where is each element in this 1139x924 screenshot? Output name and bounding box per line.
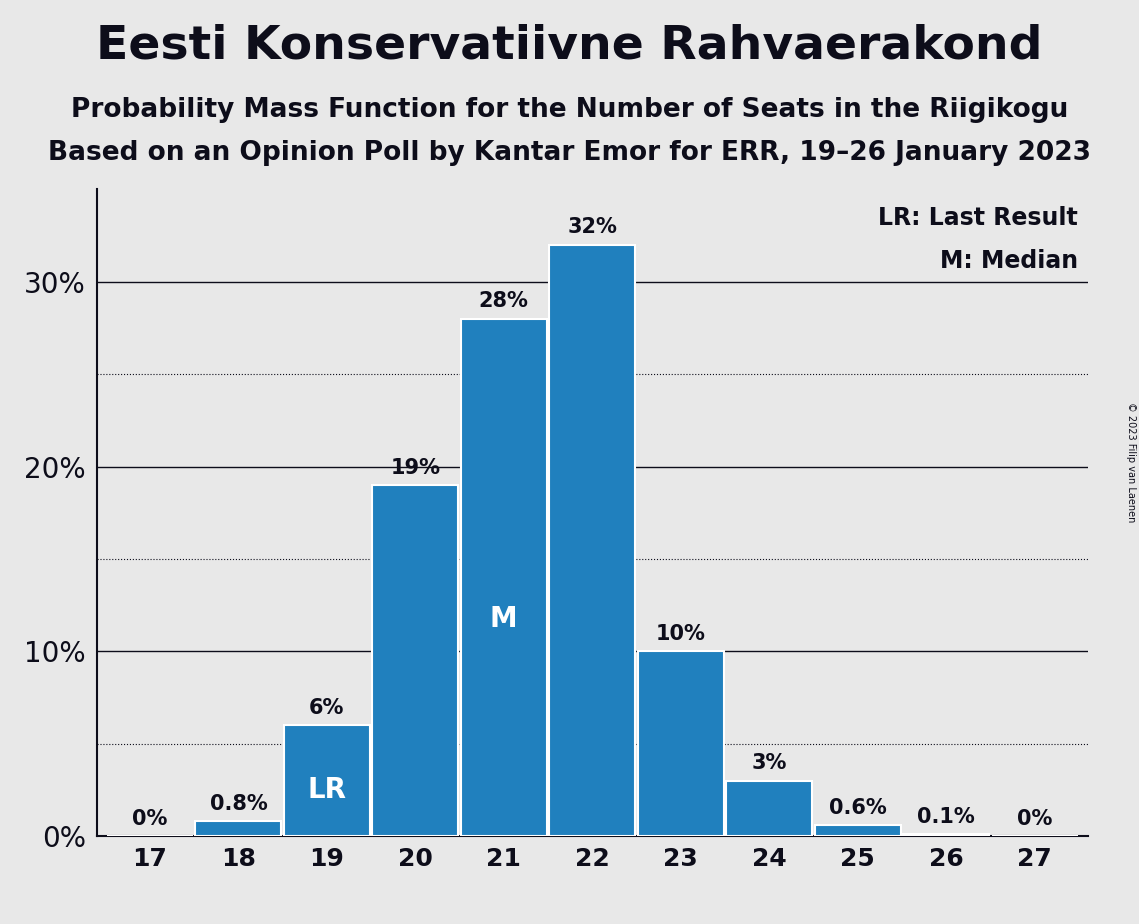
Text: M: M	[490, 605, 517, 633]
Text: 0%: 0%	[1017, 808, 1052, 829]
Text: 0.6%: 0.6%	[829, 797, 886, 818]
Bar	[814, 825, 901, 836]
Text: 3%: 3%	[752, 753, 787, 773]
Text: LR: LR	[308, 775, 346, 804]
Text: © 2023 Filip van Laenen: © 2023 Filip van Laenen	[1126, 402, 1136, 522]
Text: Based on an Opinion Poll by Kantar Emor for ERR, 19–26 January 2023: Based on an Opinion Poll by Kantar Emor …	[48, 140, 1091, 166]
Text: LR: Last Result: LR: Last Result	[878, 206, 1077, 229]
Text: Probability Mass Function for the Number of Seats in the Riigikogu: Probability Mass Function for the Number…	[71, 97, 1068, 123]
Text: 0.8%: 0.8%	[210, 794, 268, 814]
Text: 0.1%: 0.1%	[917, 807, 975, 827]
Text: 19%: 19%	[391, 457, 441, 478]
Text: Eesti Konservatiivne Rahvaerakond: Eesti Konservatiivne Rahvaerakond	[97, 23, 1042, 68]
Text: 6%: 6%	[309, 698, 344, 718]
Text: 10%: 10%	[656, 624, 706, 644]
Bar	[638, 651, 723, 836]
Text: M: Median: M: Median	[940, 249, 1077, 273]
Bar	[284, 725, 370, 836]
Bar	[372, 485, 458, 836]
Bar	[903, 834, 989, 836]
Text: 32%: 32%	[567, 217, 617, 237]
Bar	[461, 319, 547, 836]
Bar	[196, 821, 281, 836]
Text: 0%: 0%	[132, 808, 167, 829]
Bar	[727, 781, 812, 836]
Bar	[549, 245, 636, 836]
Text: 28%: 28%	[478, 291, 528, 311]
